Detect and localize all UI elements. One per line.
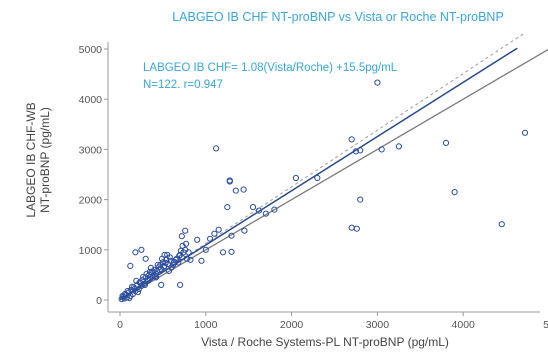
identity-line xyxy=(119,48,548,301)
x-tick-label: 4000 xyxy=(452,319,476,331)
chart-title: LABGEO IB CHF NT-proBNP vs Vista or Roch… xyxy=(172,10,504,24)
data-point xyxy=(241,227,248,234)
y-tick-label: 4000 xyxy=(79,94,103,106)
y-axis-label-line1: LABGEO IB CHF-WB xyxy=(24,102,38,217)
data-point xyxy=(167,257,174,264)
data-point xyxy=(442,139,450,146)
x-tick-label: 2000 xyxy=(280,319,304,331)
y-axis-ticks: 0 1000 2000 3000 4000 5000 xyxy=(79,44,108,307)
data-point xyxy=(182,227,189,234)
data-point xyxy=(168,264,175,271)
data-point xyxy=(142,255,149,262)
data-point xyxy=(353,225,360,232)
data-point xyxy=(215,226,222,233)
x-tick-label: 1000 xyxy=(194,319,218,331)
data-point xyxy=(187,256,194,263)
data-points xyxy=(118,79,529,303)
data-point xyxy=(240,186,247,193)
x-tick-label: 50 xyxy=(543,319,548,331)
x-tick-label: 0 xyxy=(117,319,123,331)
data-point xyxy=(395,143,402,150)
data-point xyxy=(156,266,163,273)
data-point xyxy=(262,210,269,217)
data-point xyxy=(271,206,278,213)
regression-equation: LABGEO IB CHF= 1.08(Vista/Roche) +15.5pg… xyxy=(143,62,398,74)
data-point xyxy=(521,129,529,136)
data-point xyxy=(213,145,220,152)
data-point xyxy=(152,274,160,281)
data-point xyxy=(134,288,142,296)
data-point xyxy=(378,146,385,153)
data-point xyxy=(164,251,171,258)
data-point xyxy=(374,79,381,86)
data-point xyxy=(207,235,214,242)
data-point xyxy=(150,268,157,275)
data-point xyxy=(357,196,364,203)
y-axis-label-line2: NT-proBNP (pg/mL) xyxy=(38,107,52,213)
data-point xyxy=(177,281,184,288)
data-point xyxy=(175,259,182,266)
data-point xyxy=(228,248,235,255)
y-tick-label: 3000 xyxy=(79,144,103,156)
data-point xyxy=(249,204,257,211)
data-point xyxy=(143,270,150,277)
x-axis-ticks: 0 1000 2000 3000 4000 50 xyxy=(117,312,548,331)
data-point xyxy=(161,251,168,258)
upper-reference-dashed-line xyxy=(119,33,524,301)
regression-line xyxy=(119,47,518,300)
data-point xyxy=(198,257,205,264)
data-point xyxy=(348,224,355,231)
data-point xyxy=(498,221,505,228)
data-point xyxy=(132,249,139,256)
data-point xyxy=(127,262,134,269)
trend-lines xyxy=(119,33,548,301)
data-point xyxy=(357,147,364,154)
y-tick-label: 2000 xyxy=(79,195,103,207)
data-point xyxy=(194,236,201,243)
data-point xyxy=(224,204,231,211)
data-point xyxy=(183,255,190,262)
data-point xyxy=(226,178,233,185)
y-tick-label: 0 xyxy=(96,295,102,307)
data-point xyxy=(146,268,154,275)
data-point xyxy=(126,294,133,302)
data-point xyxy=(202,246,209,253)
data-point xyxy=(140,273,147,280)
x-axis-label: Vista / Roche Systems-PL NT-proBNP (pg/m… xyxy=(201,335,449,349)
data-point xyxy=(348,136,355,143)
data-point xyxy=(185,249,192,256)
data-point xyxy=(314,174,321,182)
x-tick-label: 3000 xyxy=(366,319,390,331)
data-point xyxy=(255,207,263,214)
data-point xyxy=(292,174,299,182)
data-point xyxy=(158,281,165,288)
data-point xyxy=(161,262,168,269)
data-point xyxy=(183,240,190,247)
y-axis-label: LABGEO IB CHF-WB NT-proBNP (pg/mL) xyxy=(24,102,52,217)
data-point xyxy=(140,280,148,287)
y-tick-label: 1000 xyxy=(79,245,103,257)
data-point xyxy=(451,189,458,196)
data-point xyxy=(211,230,218,237)
data-point xyxy=(178,233,185,240)
data-point xyxy=(145,276,152,283)
data-point xyxy=(141,281,148,288)
data-point xyxy=(131,285,138,293)
data-point xyxy=(160,263,167,270)
data-point xyxy=(162,259,169,266)
data-point xyxy=(352,148,359,155)
sample-stats: N=122. r=0.947 xyxy=(143,79,223,91)
data-point xyxy=(232,187,239,194)
data-point xyxy=(219,249,227,256)
data-point xyxy=(138,246,145,253)
y-tick-label: 5000 xyxy=(79,44,103,56)
data-point xyxy=(124,287,131,295)
data-point xyxy=(228,232,235,239)
